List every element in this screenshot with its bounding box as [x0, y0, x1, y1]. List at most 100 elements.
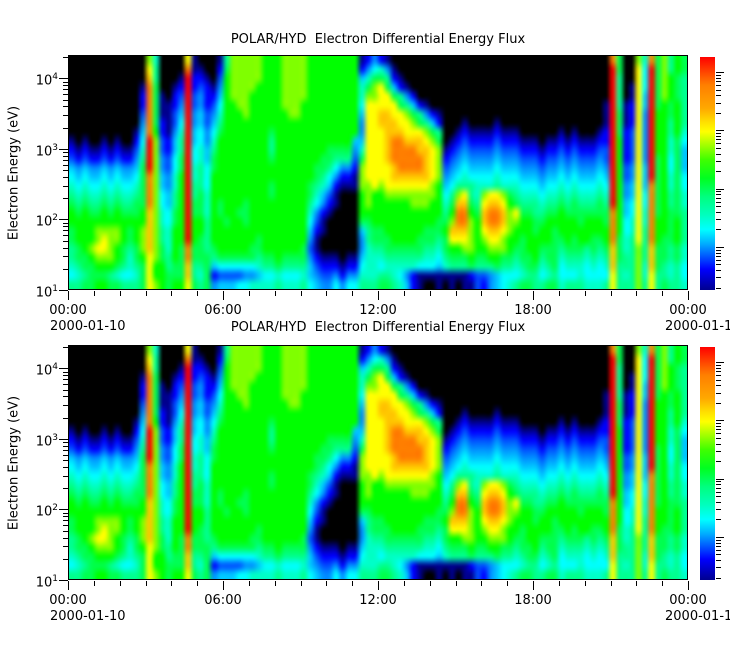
y-axis-minor-tick	[63, 256, 68, 257]
y-axis-minor-tick	[63, 390, 68, 391]
colorbar-minor-tick	[716, 219, 721, 220]
y-axis-minor-tick	[63, 396, 68, 397]
colorbar-minor-tick	[716, 260, 721, 261]
y-axis-minor-tick	[63, 82, 68, 83]
colorbar-minor-tick	[716, 148, 721, 149]
y-axis-major-tick	[59, 509, 68, 510]
colorbar-minor-tick	[716, 509, 721, 510]
x-axis-minor-tick	[404, 291, 405, 296]
y-axis-minor-tick	[63, 100, 68, 101]
colorbar-minor-tick	[716, 85, 721, 86]
x-axis-minor-tick	[636, 581, 637, 586]
x-tick-label: 00:00	[49, 303, 87, 318]
y-axis-minor-tick	[63, 531, 68, 532]
colorbar-minor-tick	[716, 492, 721, 493]
y-axis-minor-tick	[63, 476, 68, 477]
x-tick-label: 12:00	[359, 303, 397, 318]
x-axis-major-tick	[533, 581, 534, 590]
colorbar-minor-tick	[716, 543, 721, 544]
colorbar-minor-tick	[716, 488, 721, 489]
colorbar-minor-tick	[716, 212, 721, 213]
y-axis-minor-tick	[63, 57, 68, 58]
colorbar-minor-tick	[716, 250, 721, 251]
start-date-label: 2000-01-10	[50, 609, 126, 624]
colorbar-minor-tick	[716, 191, 721, 192]
colorbar-minor-tick	[716, 136, 721, 137]
colorbar-minor-tick	[716, 161, 721, 162]
colorbar-minor-tick	[716, 519, 721, 520]
colorbar-minor-tick	[716, 385, 721, 386]
y-axis-minor-tick	[63, 418, 68, 419]
colorbar-major-tick	[716, 479, 724, 480]
y-axis-major-tick	[59, 290, 68, 291]
colorbar-minor-tick	[716, 567, 721, 568]
x-axis-minor-tick	[171, 581, 172, 586]
y-axis-minor-tick	[63, 94, 68, 95]
y-axis-minor-tick	[63, 450, 68, 451]
colorbar-minor-tick	[716, 426, 721, 427]
y-axis-minor-tick	[63, 128, 68, 129]
colorbar-minor-tick	[716, 444, 721, 445]
spectrogram-plot-area	[68, 345, 688, 580]
x-axis-minor-tick	[275, 581, 276, 586]
x-tick-label: 00:00	[669, 593, 707, 608]
colorbar-minor-tick	[716, 578, 721, 579]
colorbar-minor-tick	[716, 375, 721, 376]
y-axis-minor-tick	[63, 156, 68, 157]
x-axis-minor-tick	[507, 291, 508, 296]
colorbar-minor-tick	[716, 139, 721, 140]
y-axis-minor-tick	[63, 467, 68, 468]
y-axis-minor-tick	[63, 546, 68, 547]
y-axis-minor-tick	[63, 379, 68, 380]
colorbar-minor-tick	[716, 206, 721, 207]
colorbar-minor-tick	[716, 484, 721, 485]
colorbar-major-tick	[716, 247, 724, 248]
colorbar-minor-tick	[716, 288, 721, 289]
spectrogram-plot-area	[68, 55, 688, 290]
colorbar-minor-tick	[716, 78, 721, 79]
x-axis-major-tick	[68, 291, 69, 300]
y-axis-minor-tick	[63, 226, 68, 227]
x-axis-minor-tick	[94, 581, 95, 586]
x-tick-label: 06:00	[204, 303, 242, 318]
y-axis-minor-tick	[63, 559, 68, 560]
x-axis-minor-tick	[275, 291, 276, 296]
colorbar-minor-tick	[716, 81, 721, 82]
x-axis-minor-tick	[481, 291, 482, 296]
x-axis-minor-tick	[662, 291, 663, 296]
colorbar-minor-tick	[716, 461, 721, 462]
y-axis-minor-tick	[63, 115, 68, 116]
colorbar-minor-tick	[716, 546, 721, 547]
y-axis-major-tick	[59, 149, 68, 150]
colorbar-minor-tick	[716, 393, 721, 394]
x-tick-label: 12:00	[359, 593, 397, 608]
y-axis-minor-tick	[63, 372, 68, 373]
end-date-label: 2000-01-1	[665, 319, 730, 334]
y-axis-minor-tick	[63, 170, 68, 171]
colorbar-minor-tick	[716, 113, 721, 114]
y-axis-minor-tick	[63, 89, 68, 90]
y-axis-minor-tick	[63, 198, 68, 199]
y-axis-minor-tick	[63, 235, 68, 236]
x-tick-label: 18:00	[514, 593, 552, 608]
y-tick-label: 102	[35, 503, 58, 520]
x-axis-minor-tick	[352, 291, 353, 296]
x-axis-minor-tick	[94, 291, 95, 296]
colorbar-minor-tick	[716, 256, 721, 257]
x-axis-minor-tick	[326, 581, 327, 586]
x-axis-minor-tick	[507, 581, 508, 586]
y-axis-minor-tick	[63, 516, 68, 517]
x-axis-minor-tick	[197, 581, 198, 586]
colorbar-minor-tick	[716, 154, 721, 155]
x-axis-minor-tick	[249, 581, 250, 586]
colorbar-minor-tick	[716, 90, 721, 91]
colorbar-minor-tick	[716, 194, 721, 195]
spectrogram-canvas	[69, 56, 687, 289]
y-axis-minor-tick	[63, 525, 68, 526]
colorbar-minor-tick	[716, 253, 721, 254]
colorbar-minor-tick	[716, 264, 721, 265]
page-title: POLAR/HYD Electron Differential Energy F…	[230, 320, 526, 335]
